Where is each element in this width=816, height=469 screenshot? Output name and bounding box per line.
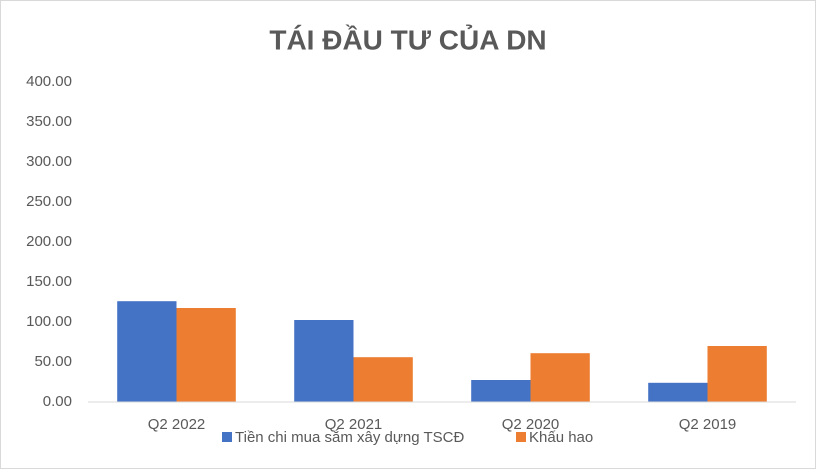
x-tick-label: Q2 2019 <box>679 416 737 433</box>
bar <box>117 301 177 402</box>
y-tick-label: 0.00 <box>43 393 72 410</box>
y-tick-label: 50.00 <box>34 353 72 370</box>
bar <box>530 353 590 402</box>
legend-swatch <box>516 432 526 442</box>
y-tick-label: 150.00 <box>26 273 72 290</box>
x-tick-label: Q2 2022 <box>148 416 206 433</box>
legend-label: Khấu hao <box>529 429 593 446</box>
y-tick-label: 200.00 <box>26 233 72 250</box>
legend-swatch <box>222 432 232 442</box>
y-tick-label: 350.00 <box>26 113 72 130</box>
legend-label: Tiền chi mua sắm xây dựng TSCĐ <box>235 429 464 446</box>
bar <box>176 308 236 402</box>
y-tick-label: 250.00 <box>26 193 72 210</box>
bar <box>707 346 767 402</box>
bar <box>648 382 708 402</box>
bar <box>353 357 413 402</box>
y-tick-label: 400.00 <box>26 73 72 90</box>
x-tick-label: Q2 2021 <box>325 416 383 433</box>
y-tick-label: 300.00 <box>26 153 72 170</box>
x-tick-label: Q2 2020 <box>502 416 560 433</box>
chart-title: TÁI ĐẦU TƯ CỦA DN <box>269 23 546 55</box>
bar <box>294 320 354 402</box>
y-tick-label: 100.00 <box>26 313 72 330</box>
bar <box>471 380 531 402</box>
